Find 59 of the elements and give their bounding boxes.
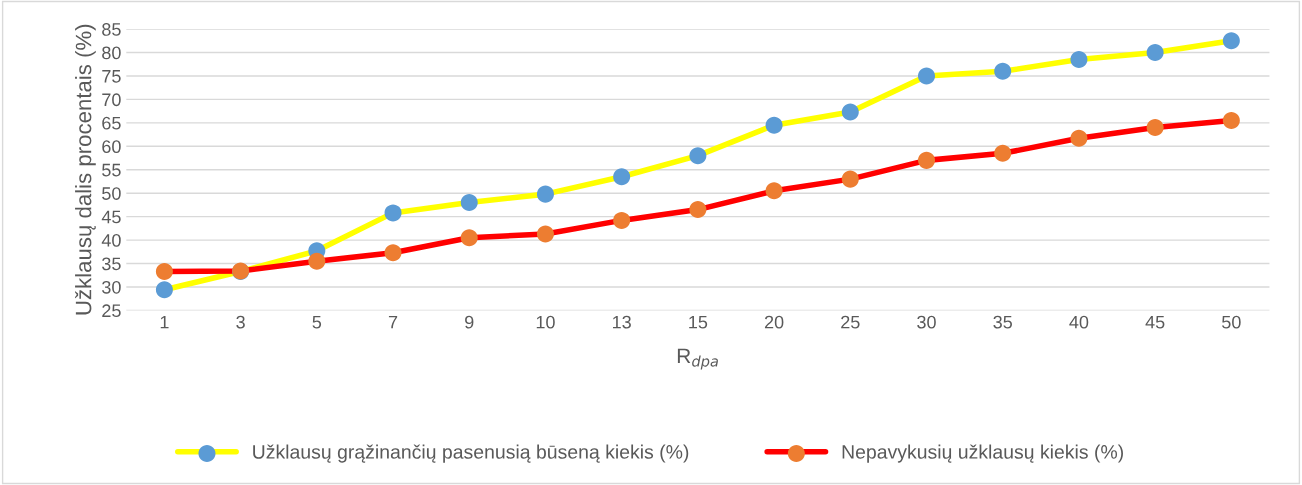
point [994, 62, 1012, 80]
x-tick-label: 20 [764, 315, 784, 329]
point [613, 168, 631, 186]
x-tick-label: 10 [536, 315, 555, 329]
point [689, 201, 707, 219]
y-tick-label: 55 [102, 163, 121, 177]
x-tick-label: 45 [1145, 315, 1165, 329]
x-tick-label: 25 [841, 315, 860, 329]
x-tick-label: 9 [465, 315, 474, 329]
point [1146, 44, 1164, 62]
x-tick-label: 7 [388, 315, 398, 329]
x-tick-label: 5 [312, 315, 322, 329]
point [841, 170, 859, 188]
legend-label: Užklausų grąžinančių pasenusią būseną kiekis (%) [253, 444, 689, 463]
point [308, 252, 326, 270]
y-tick-label: 70 [102, 93, 121, 107]
point [918, 67, 936, 85]
y-tick-label: 35 [102, 257, 121, 271]
x-tick-label: 3 [236, 315, 245, 329]
point [384, 244, 402, 262]
y-tick-label: 80 [102, 46, 121, 60]
point [994, 144, 1012, 162]
y-tick-label: 75 [102, 70, 121, 83]
point [765, 116, 783, 134]
point [765, 182, 783, 200]
y-tick-label: 50 [102, 187, 121, 200]
point [536, 185, 554, 203]
y-tick-label: 45 [101, 210, 121, 224]
x-tick-label: 30 [917, 315, 936, 329]
point [460, 194, 478, 212]
x-tick-label: 15 [689, 315, 708, 329]
y-axis-title: Užklausų dalis procentais (%) [74, 24, 96, 315]
x-tick-label: 35 [993, 315, 1012, 329]
point [1070, 129, 1088, 147]
x-tick-label: 1 [160, 315, 169, 329]
y-tick-label: 30 [102, 280, 121, 294]
y-tick-label: 60 [102, 140, 121, 154]
point [689, 147, 707, 165]
point [1222, 112, 1240, 130]
point [918, 151, 936, 169]
x-axis-title: R$_{dpa}$ [677, 348, 718, 370]
x-tick-label: 40 [1069, 315, 1089, 329]
point [155, 281, 173, 299]
y-tick-label: 40 [101, 234, 121, 247]
x-tick-label: 50 [1222, 315, 1241, 329]
y-tick-label: 65 [102, 116, 121, 130]
point [613, 211, 631, 229]
x-tick-label: 13 [613, 315, 631, 329]
point [1070, 51, 1088, 69]
point [460, 229, 478, 247]
point [841, 103, 859, 121]
legend-label: Nepavykusių užklausų kiekis (%) [842, 444, 1123, 463]
y-tick-label: 25 [102, 304, 121, 318]
point [1222, 32, 1240, 50]
point [536, 225, 554, 243]
y-tick-label: 85 [102, 23, 121, 36]
point [384, 204, 402, 222]
point [155, 262, 173, 280]
point [1146, 119, 1164, 137]
